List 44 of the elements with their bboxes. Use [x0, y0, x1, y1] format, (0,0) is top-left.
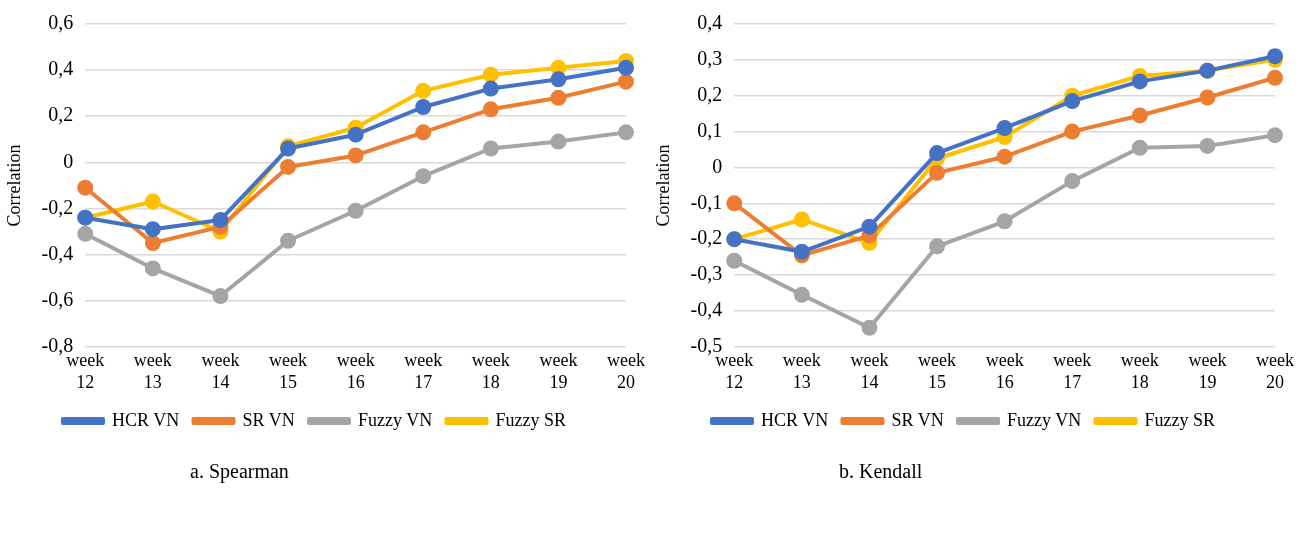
y-tick-label: 0: [712, 154, 723, 177]
x-tick-label: week 16: [336, 350, 375, 392]
x-tick-label: week 19: [1188, 350, 1227, 392]
y-tick-label: -0,6: [41, 287, 74, 310]
y-axis-title: Correlation: [3, 144, 24, 227]
y-tick-label: 0,4: [48, 57, 74, 80]
legend-label: HCR VN: [111, 409, 180, 430]
x-tick-label: week 20: [1256, 350, 1294, 392]
y-tick-label: 0,3: [697, 47, 723, 70]
y-tick-label: 0,1: [697, 118, 723, 141]
y-axis-title: Correlation: [652, 144, 673, 227]
y-tick-label: -0,2: [690, 226, 723, 249]
x-tick-label: week 19: [539, 350, 578, 392]
text: a. Spearman: [189, 460, 290, 483]
x-tick-label: week 16: [985, 350, 1024, 392]
x-tick-label: week 13: [133, 350, 172, 392]
y-tick-label: 0,6: [48, 11, 74, 34]
y-tick-label: -0,1: [690, 190, 723, 213]
x-tick-label: week 15: [269, 350, 308, 392]
y-tick-label: 0,4: [697, 11, 723, 34]
legend-label: Fuzzy SR: [495, 409, 567, 430]
y-tick-label: 0,2: [697, 82, 723, 105]
y-tick-label: -0,4: [41, 241, 74, 264]
y-tick-label: -0,4: [690, 298, 723, 321]
x-tick-label: week 20: [607, 350, 645, 392]
y-tick-label: -0,2: [41, 195, 74, 218]
legend-label: Fuzzy VN: [358, 409, 433, 430]
x-tick-label: week 18: [471, 350, 510, 392]
y-tick-label: 0: [63, 149, 74, 172]
x-tick-label: week 17: [1053, 350, 1092, 392]
text: b. Kendall: [838, 460, 924, 483]
legend-label: HCR VN: [760, 409, 829, 430]
legend-label: SR VN: [242, 409, 295, 430]
x-tick-label: week 17: [404, 350, 443, 392]
x-tick-label: week 15: [918, 350, 957, 392]
legend-label: Fuzzy SR: [1144, 409, 1216, 430]
legend-label: Fuzzy VN: [1007, 409, 1082, 430]
x-tick-label: week 18: [1120, 350, 1159, 392]
y-tick-label: -0,3: [690, 262, 723, 285]
x-tick-label: week 14: [201, 350, 240, 392]
x-tick-label: week 13: [782, 350, 821, 392]
y-tick-label: 0,2: [48, 103, 74, 126]
x-tick-label: week 14: [850, 350, 889, 392]
legend-label: SR VN: [891, 409, 944, 430]
